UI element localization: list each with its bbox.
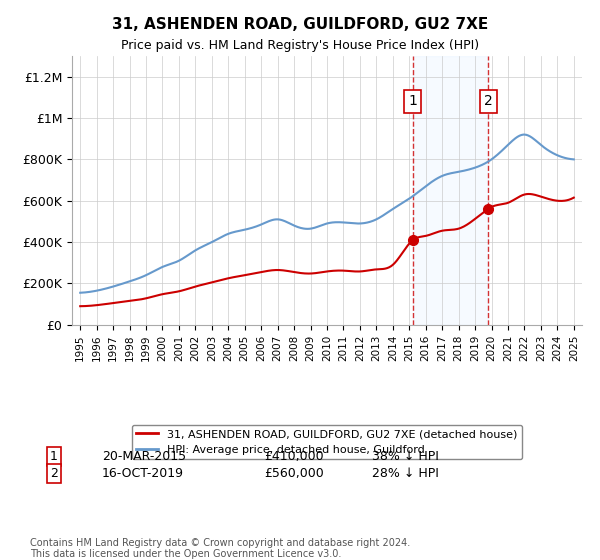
Text: 1: 1 [50, 450, 58, 463]
Text: 31, ASHENDEN ROAD, GUILDFORD, GU2 7XE: 31, ASHENDEN ROAD, GUILDFORD, GU2 7XE [112, 17, 488, 32]
Text: 20-MAR-2015: 20-MAR-2015 [102, 450, 186, 463]
Text: Price paid vs. HM Land Registry's House Price Index (HPI): Price paid vs. HM Land Registry's House … [121, 39, 479, 52]
Text: £410,000: £410,000 [264, 450, 323, 463]
Legend: 31, ASHENDEN ROAD, GUILDFORD, GU2 7XE (detached house), HPI: Average price, deta: 31, ASHENDEN ROAD, GUILDFORD, GU2 7XE (d… [132, 424, 522, 459]
Text: 2: 2 [484, 95, 493, 109]
Text: 2: 2 [50, 466, 58, 480]
Text: 1: 1 [409, 95, 418, 109]
Text: £560,000: £560,000 [264, 466, 324, 480]
Text: 16-OCT-2019: 16-OCT-2019 [102, 466, 184, 480]
Bar [413, 56, 488, 325]
Text: Contains HM Land Registry data © Crown copyright and database right 2024.
This d: Contains HM Land Registry data © Crown c… [30, 538, 410, 559]
Text: 38% ↓ HPI: 38% ↓ HPI [372, 450, 439, 463]
Text: 28% ↓ HPI: 28% ↓ HPI [372, 466, 439, 480]
